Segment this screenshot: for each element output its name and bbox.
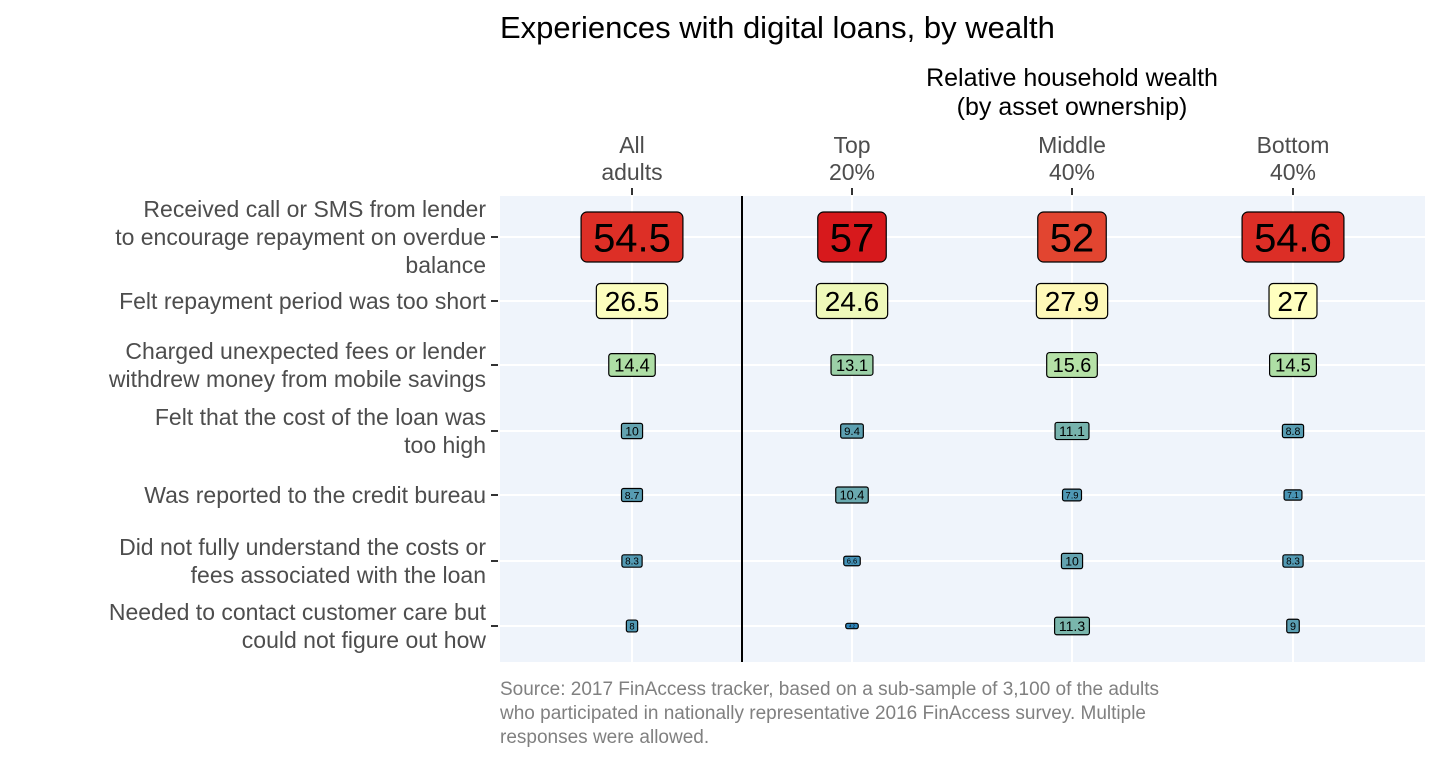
cell-value-label: 11.1	[1059, 424, 1085, 439]
cell-value-label: 10.4	[840, 488, 865, 503]
cell-value-box	[1060, 552, 1084, 570]
chart-title: Experiences with digital loans, by wealt…	[500, 10, 1055, 45]
cell-value-label: 15.6	[1053, 355, 1092, 377]
cell-value-box	[845, 622, 859, 630]
cell-value-label: 10	[625, 424, 639, 438]
subtitle-line: Relative household wealth	[926, 64, 1218, 92]
cell-value-box	[620, 487, 644, 503]
cell-value-label: 6.6	[847, 557, 858, 566]
row-label: Received call or SMS from lender to encou…	[115, 195, 486, 279]
row-label-line: too high	[404, 432, 486, 458]
row-label-line: Felt repayment period was too short	[119, 288, 486, 314]
row-label-line: Needed to contact customer care but	[108, 599, 486, 625]
caption-line: Source: 2017 FinAccess tracker, based on…	[500, 679, 1160, 700]
row-label-line: withdrew money from mobile savings	[108, 366, 486, 392]
row-label: Felt that the cost of the loan was too hi…	[155, 403, 486, 459]
column-label-line: Bottom	[1256, 132, 1330, 158]
cell-value-box	[1283, 489, 1303, 501]
cell-value-box	[1286, 618, 1300, 634]
cell-value-label: 8.3	[1286, 557, 1300, 568]
column-label-line: Top	[833, 132, 871, 158]
cell-value-box	[608, 353, 656, 378]
row-label-line: Was reported to the credit bureau	[144, 482, 486, 508]
row-label: Felt repayment period was too short	[119, 287, 486, 315]
chart-subtitle: Relative household wealth (by asset owne…	[742, 64, 1402, 122]
cell-value-label: 24.6	[825, 286, 880, 317]
row-label-line: Charged unexpected fees or lender	[125, 338, 486, 364]
row-label-line: to encourage repayment on overdue	[115, 224, 486, 250]
cell-value-label: 9.4	[844, 426, 860, 438]
cell-value-label: 8	[629, 621, 634, 632]
subtitle-line: (by asset ownership)	[956, 93, 1188, 121]
column-label-line: 20%	[828, 159, 876, 185]
cell-value-label: 9	[1290, 621, 1296, 633]
row-label: Charged unexpected fees or lender withdre…	[109, 337, 486, 393]
row-label-line: Received call or SMS from lender	[143, 196, 486, 222]
cell-value-box	[843, 555, 861, 567]
cell-value-label: 10	[1065, 554, 1079, 568]
cell-value-box	[1281, 423, 1305, 439]
chart-caption: Source: 2017 FinAccess tracker, based on…	[500, 678, 1159, 750]
cell-value-label: 7.9	[1066, 490, 1079, 500]
column-label: Top 20%	[752, 132, 952, 186]
cell-value-label: 7.1	[1287, 491, 1299, 500]
cell-value-box	[1037, 211, 1107, 263]
column-label-line: Middle	[1038, 132, 1106, 158]
cell-value-label: 13.1	[836, 357, 868, 375]
column-label-line: adults	[601, 159, 663, 185]
row-label-line: could not figure out how	[241, 627, 486, 653]
row-label-line: balance	[405, 252, 486, 278]
cell-value-box	[1241, 211, 1345, 263]
row-label-line: fees associated with the loan	[190, 562, 486, 588]
row-label-line: Felt that the cost of the loan was	[154, 404, 486, 430]
row-label: Needed to contact customer care but could…	[109, 598, 486, 654]
row-label-line: Did not fully understand the costs or	[119, 534, 486, 560]
cell-value-label: 14.4	[614, 355, 650, 376]
cell-value-box	[815, 282, 889, 320]
row-label: Was reported to the credit bureau	[144, 481, 486, 509]
plot-panel	[500, 196, 1425, 662]
column-label: All adults	[532, 132, 732, 186]
cell-value-label: 8.8	[1286, 426, 1301, 438]
cell-value-box	[620, 422, 644, 440]
cell-value-label: 8.7	[625, 491, 640, 502]
cell-value-box	[595, 282, 669, 320]
cell-value-box	[1054, 421, 1090, 441]
cell-value-box	[621, 554, 643, 568]
cell-value-box	[817, 211, 887, 263]
cell-value-label: 27.9	[1045, 286, 1100, 317]
cell-value-box	[830, 354, 874, 376]
cell-value-box	[1268, 352, 1317, 378]
cell-value-label: 26.5	[605, 286, 660, 317]
cell-value-label: 27	[1277, 286, 1308, 317]
column-label-line: 40%	[1048, 159, 1096, 185]
cell-value-label: 57	[830, 216, 875, 260]
cell-value-box	[1046, 351, 1098, 379]
cell-value-box	[1268, 282, 1318, 320]
cell-value-box	[1061, 488, 1083, 502]
cell-value-box	[1282, 554, 1304, 568]
cell-value-label: 14.5	[1275, 355, 1311, 376]
cell-value-box	[835, 486, 869, 504]
cell-value-label: 8.3	[625, 557, 639, 568]
caption-line: who participated in nationally represent…	[500, 703, 1146, 724]
column-label: Bottom 40%	[1193, 132, 1393, 186]
cell-value-label: 54.6	[1254, 216, 1332, 260]
cell-value-box	[580, 211, 684, 263]
row-label: Did not fully understand the costs or fee…	[119, 533, 486, 589]
cell-value-label: 11.3	[1059, 618, 1085, 634]
cell-value-box	[840, 423, 864, 439]
column-label-line: 40%	[1269, 159, 1317, 185]
cell-value-box	[1035, 282, 1109, 320]
cell-value-box	[625, 619, 639, 633]
cell-value-label: 52	[1050, 216, 1095, 260]
caption-line: responses were allowed.	[500, 727, 710, 748]
cell-value-label: 4.2	[849, 624, 856, 629]
column-label-line: All	[619, 132, 645, 158]
cell-value-label: 54.5	[593, 216, 671, 260]
cell-value-box	[1053, 616, 1091, 636]
column-label: Middle 40%	[972, 132, 1172, 186]
